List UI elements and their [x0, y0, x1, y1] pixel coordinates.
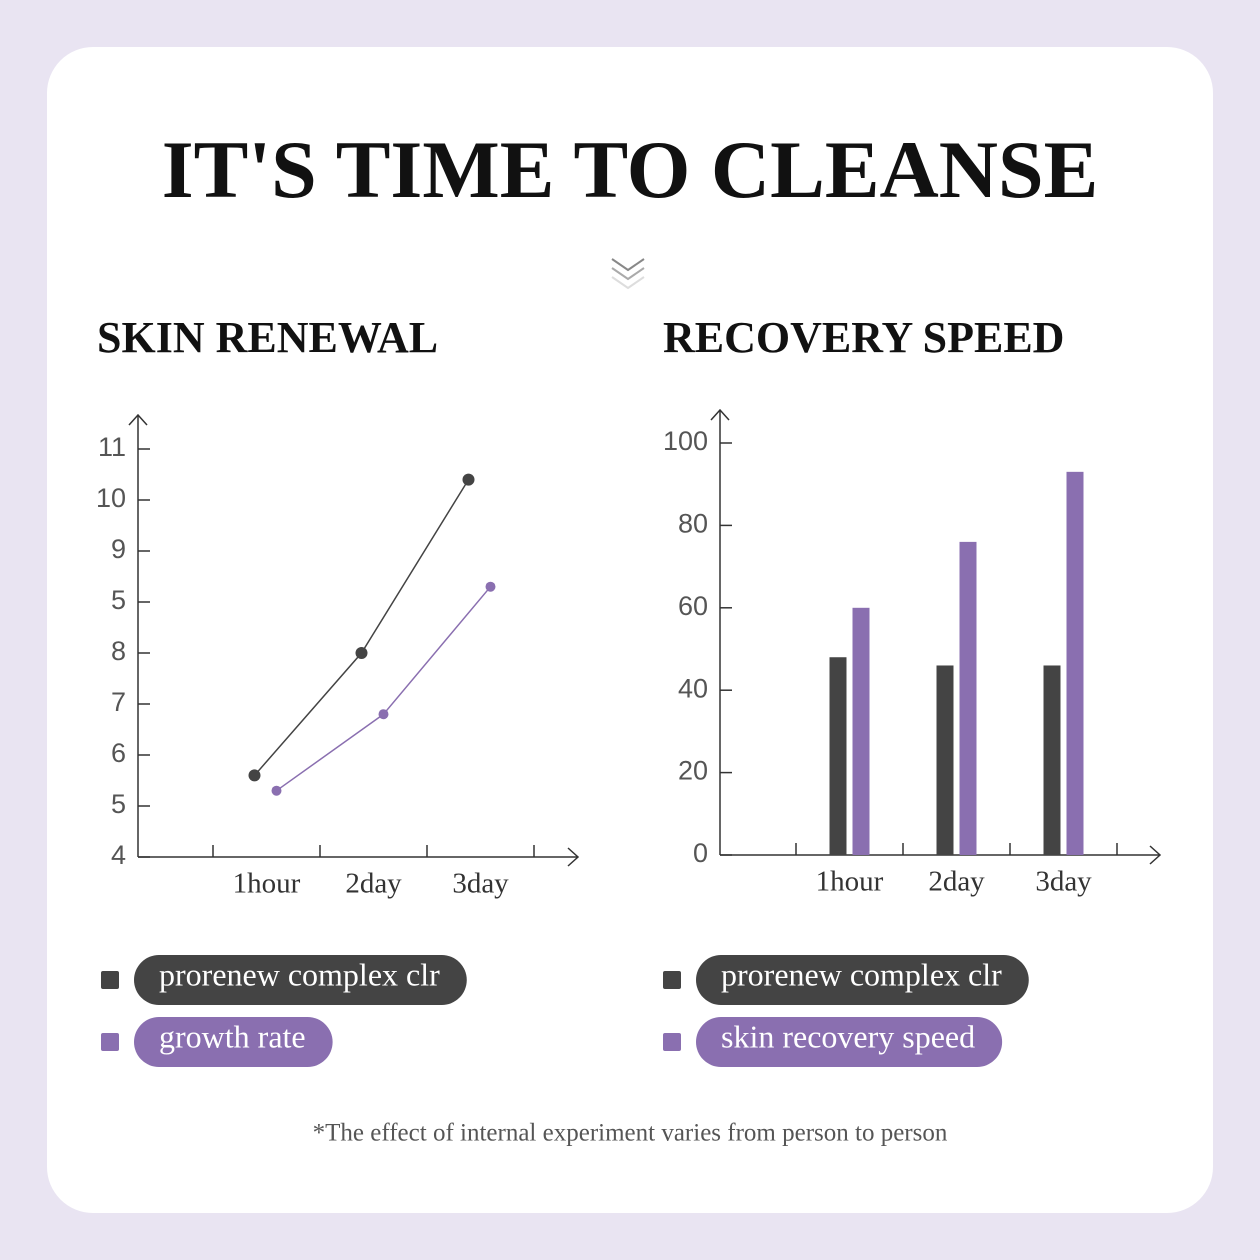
bar	[959, 541, 977, 855]
y-tick-label: 4	[111, 840, 126, 870]
x-axis-arrow	[567, 847, 580, 867]
x-tick-label: 1hour	[816, 866, 884, 898]
legend-pill	[696, 955, 1029, 1005]
y-tick-label: 11	[98, 432, 126, 462]
y-tick-label: 10	[96, 483, 126, 513]
legend-swatch	[101, 1033, 119, 1051]
bar	[829, 657, 847, 855]
legend-pill	[134, 955, 467, 1005]
data-point	[462, 473, 475, 486]
data-point	[355, 647, 368, 659]
y-axis-arrow	[128, 413, 148, 426]
data-point	[378, 709, 389, 720]
card	[47, 47, 1213, 1213]
chevron-icon	[611, 258, 645, 290]
x-tick-label: 2day	[345, 868, 402, 900]
footnote: *The effect of internal experiment varie…	[313, 1120, 948, 1147]
y-tick-label: 5	[111, 789, 126, 819]
y-tick-label: 40	[678, 673, 708, 703]
bar	[1043, 665, 1061, 855]
y-tick-label: 5	[111, 585, 126, 615]
y-tick-label: 100	[663, 426, 708, 456]
bar	[936, 665, 954, 855]
legend-swatch	[663, 1033, 681, 1051]
data-point	[485, 581, 496, 592]
bar	[852, 607, 870, 855]
legend-label: prorenew complex clr	[159, 956, 440, 992]
legend-label: growth rate	[159, 1018, 306, 1054]
legend-label: skin recovery speed	[721, 1018, 975, 1054]
y-tick-label: 60	[678, 591, 708, 621]
y-tick-label: 80	[678, 509, 708, 539]
x-tick-label: 3day	[452, 868, 509, 900]
legend-swatch	[663, 971, 681, 989]
chart-title: SKIN RENEWAL	[97, 313, 438, 362]
legend-swatch	[101, 971, 119, 989]
x-axis-arrow	[1149, 845, 1162, 865]
x-tick-label: 1hour	[233, 868, 301, 900]
legend-pill	[134, 1017, 333, 1067]
chart-title: RECOVERY SPEED	[663, 313, 1064, 362]
data-point	[248, 769, 261, 782]
y-tick-label: 0	[693, 838, 708, 868]
y-tick-label: 20	[678, 756, 708, 786]
y-axis-arrow	[710, 408, 730, 421]
y-tick-label: 9	[111, 534, 126, 564]
y-tick-label: 6	[111, 738, 126, 768]
legend-pill	[696, 1017, 1003, 1067]
page-title: IT'S TIME TO CLEANSE	[162, 124, 1099, 215]
legend-label: prorenew complex clr	[721, 956, 1002, 992]
x-tick-label: 3day	[1035, 866, 1092, 898]
y-tick-label: 7	[111, 687, 126, 717]
y-tick-label: 8	[111, 636, 126, 666]
data-point	[271, 785, 282, 796]
x-tick-label: 2day	[928, 866, 985, 898]
bar	[1066, 471, 1084, 855]
